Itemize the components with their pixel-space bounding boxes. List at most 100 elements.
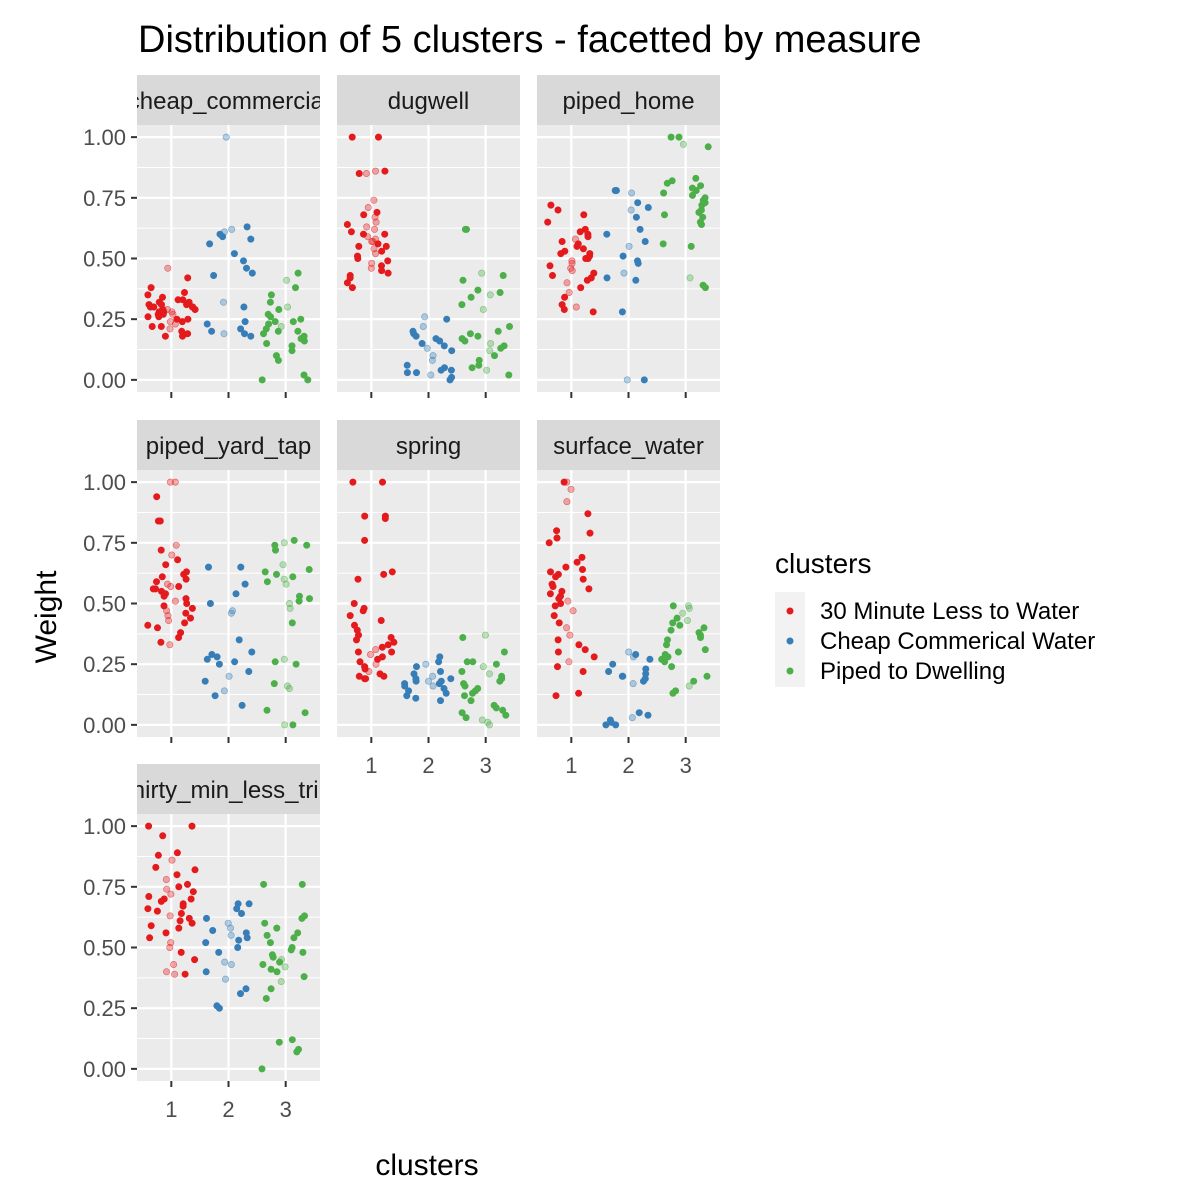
data-point xyxy=(163,885,171,893)
data-point xyxy=(695,208,703,216)
data-point xyxy=(381,167,389,175)
data-point xyxy=(640,376,648,384)
y-tick-label: 0.00 xyxy=(83,368,126,393)
data-point xyxy=(569,607,577,615)
data-point xyxy=(271,546,279,554)
data-point xyxy=(147,284,155,292)
data-point xyxy=(291,284,299,292)
data-point xyxy=(220,687,228,695)
data-point xyxy=(384,641,392,649)
data-point xyxy=(178,318,186,326)
data-point xyxy=(167,890,175,898)
data-point xyxy=(146,934,154,942)
data-point xyxy=(354,575,362,583)
data-point xyxy=(272,570,280,578)
data-point xyxy=(355,170,363,178)
data-point xyxy=(285,684,293,692)
data-point xyxy=(227,924,235,932)
facet-panels: cheap_commercial 0.00 0.25 0.50 0.75 1.00 dugw… xyxy=(83,75,720,1122)
data-point xyxy=(287,946,295,954)
data-point xyxy=(575,689,583,697)
data-point xyxy=(584,233,592,241)
data-point xyxy=(463,658,471,666)
data-point xyxy=(374,133,382,141)
data-point xyxy=(573,558,581,566)
data-point xyxy=(579,245,587,253)
data-point xyxy=(219,233,227,241)
data-point xyxy=(427,371,435,379)
data-point xyxy=(483,366,491,374)
legend-label: Piped to Dwelling xyxy=(820,658,1005,685)
x-tick-label: 1 xyxy=(565,753,577,778)
data-point xyxy=(153,907,161,915)
data-point xyxy=(191,866,199,874)
data-point xyxy=(578,553,586,561)
data-point xyxy=(557,250,565,258)
data-point xyxy=(348,284,356,292)
data-point xyxy=(305,595,313,603)
data-point xyxy=(349,478,357,486)
data-point xyxy=(241,330,249,338)
data-point xyxy=(149,585,157,593)
data-point xyxy=(297,315,305,323)
data-point xyxy=(183,301,191,309)
data-point xyxy=(215,1004,223,1012)
y-tick-label: 0.50 xyxy=(83,936,126,961)
data-point xyxy=(295,597,303,605)
y-tick-label: 0.75 xyxy=(83,875,126,900)
data-point xyxy=(673,614,681,622)
data-point xyxy=(227,960,235,968)
facet-strip-label: piped_home xyxy=(562,88,694,115)
data-point xyxy=(144,291,152,299)
data-point xyxy=(305,565,313,573)
y-axis-label: Weight xyxy=(30,570,63,663)
data-point xyxy=(354,255,362,263)
y-tick-label: 1.00 xyxy=(83,814,126,839)
y-tick-label: 0.00 xyxy=(83,1057,126,1082)
data-point xyxy=(370,196,378,204)
y-tick-label: 0.00 xyxy=(83,713,126,738)
data-point xyxy=(567,485,575,493)
data-point xyxy=(429,682,437,690)
data-point xyxy=(381,514,389,522)
x-tick-label: 3 xyxy=(480,753,492,778)
data-point xyxy=(179,902,187,910)
data-point xyxy=(289,721,297,729)
data-point xyxy=(552,573,560,581)
data-point xyxy=(300,973,308,981)
facet-panel: thirty_min_less_trip 0.00 0.25 0.50 0.75 1.00… xyxy=(83,764,320,1122)
data-point xyxy=(162,561,170,569)
data-point xyxy=(367,264,375,272)
data-point xyxy=(237,325,245,333)
data-point xyxy=(273,924,281,932)
data-point xyxy=(458,667,466,675)
data-point xyxy=(248,648,256,656)
data-point xyxy=(166,943,174,951)
data-point xyxy=(234,943,242,951)
data-point xyxy=(660,189,668,197)
x-axis-label: clusters xyxy=(375,1149,478,1182)
data-point xyxy=(209,926,217,934)
data-point xyxy=(171,478,179,486)
data-point xyxy=(233,905,241,913)
data-point xyxy=(175,883,183,891)
data-point xyxy=(568,257,576,265)
data-point xyxy=(486,291,494,299)
data-point xyxy=(211,692,219,700)
data-point xyxy=(267,313,275,321)
data-point xyxy=(378,267,386,275)
data-point xyxy=(384,257,392,265)
data-point xyxy=(168,856,176,864)
legend-key xyxy=(786,637,794,645)
data-point xyxy=(299,948,307,956)
data-point xyxy=(558,238,566,246)
data-point xyxy=(461,337,469,345)
data-point xyxy=(152,863,160,871)
data-point xyxy=(603,230,611,238)
data-point xyxy=(175,924,183,932)
data-point xyxy=(554,206,562,214)
data-point xyxy=(164,264,172,272)
data-point xyxy=(162,875,170,883)
data-point xyxy=(437,677,445,685)
data-point xyxy=(390,638,398,646)
